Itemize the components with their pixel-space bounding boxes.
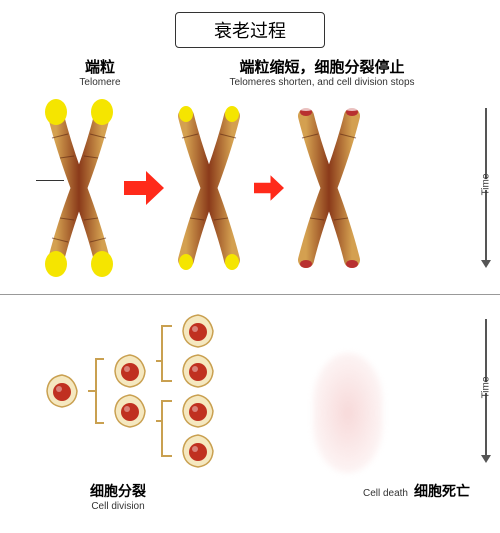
arrow-icon bbox=[254, 175, 284, 201]
title-text: 衰老过程 bbox=[214, 21, 286, 41]
cell bbox=[112, 353, 148, 389]
chromosome-row: Time bbox=[0, 88, 500, 288]
time-axis-top: Time bbox=[478, 108, 494, 268]
cell-death-zone bbox=[224, 301, 472, 481]
telomere-label: 端粒 Telomere bbox=[50, 56, 150, 88]
cell bbox=[180, 353, 216, 389]
bracket-icon bbox=[88, 351, 104, 431]
horizontal-separator bbox=[0, 294, 500, 295]
top-label-row: 端粒 Telomere 端粒缩短，细胞分裂停止 Telomeres shorte… bbox=[0, 56, 500, 88]
telomere-label-cn: 端粒 bbox=[85, 56, 115, 77]
death-label: Cell death 细胞死亡 bbox=[363, 481, 470, 512]
shorten-label: 端粒缩短，细胞分裂停止 Telomeres shorten, and cell … bbox=[174, 56, 470, 88]
cell bbox=[180, 433, 216, 469]
cell bbox=[180, 313, 216, 349]
division-label: 细胞分裂 Cell division bbox=[90, 481, 146, 512]
arrow-icon bbox=[124, 171, 164, 205]
title-frame: 衰老过程 bbox=[175, 12, 325, 48]
division-label-en: Cell division bbox=[91, 501, 144, 512]
cell-four bbox=[180, 313, 216, 469]
cell-pair bbox=[112, 353, 148, 429]
shorten-label-cn: 端粒缩短，细胞分裂停止 bbox=[239, 56, 404, 77]
cell bbox=[180, 393, 216, 429]
chromosome-stage2 bbox=[164, 98, 254, 278]
cell bbox=[112, 393, 148, 429]
shorten-label-en: Telomeres shorten, and cell division sto… bbox=[229, 77, 414, 88]
time-axis-bottom: Time bbox=[478, 319, 494, 463]
cell-single bbox=[44, 373, 80, 409]
cell-row: Time bbox=[0, 301, 500, 481]
time-label: Time bbox=[481, 376, 492, 398]
chromosome-stage1 bbox=[34, 98, 124, 278]
telomere-label-en: Telomere bbox=[79, 77, 120, 88]
time-label: Time bbox=[481, 173, 492, 195]
death-label-en: Cell death bbox=[363, 488, 408, 499]
bracket-icon bbox=[156, 316, 172, 466]
bottom-label-row: 细胞分裂 Cell division Cell death 细胞死亡 bbox=[0, 481, 500, 518]
death-blob bbox=[313, 353, 383, 473]
division-label-cn: 细胞分裂 bbox=[90, 481, 146, 501]
death-label-cn: 细胞死亡 bbox=[414, 481, 470, 501]
chromosome-stage3 bbox=[284, 98, 374, 278]
